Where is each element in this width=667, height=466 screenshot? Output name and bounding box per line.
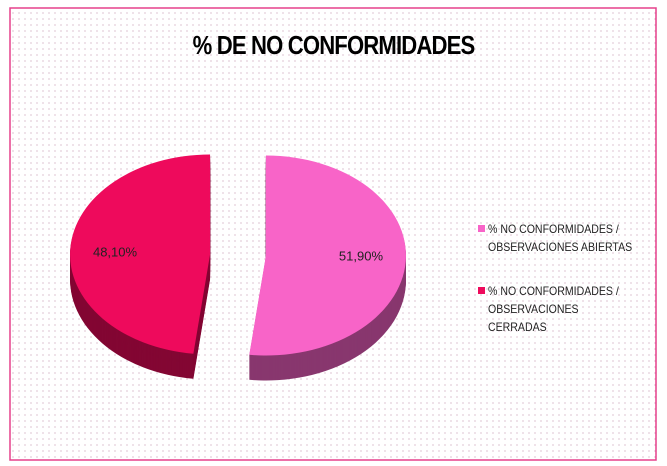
- slice: [249, 155, 406, 356]
- data-label: 48,10%: [93, 244, 138, 259]
- slice: [70, 154, 211, 354]
- chart-title: % DE NO CONFORMIDADES: [192, 30, 476, 60]
- legend-label: % NO CONFORMIDADES / OBSERVACIONES CERRA…: [488, 284, 619, 334]
- legend-label: % NO CONFORMIDADES / OBSERVACIONES ABIER…: [488, 222, 633, 254]
- legend-item: % NO CONFORMIDADES / OBSERVACIONES CERRA…: [478, 282, 658, 336]
- legend-item: % NO CONFORMIDADES / OBSERVACIONES ABIER…: [478, 220, 658, 256]
- data-label: 51,90%: [339, 248, 384, 263]
- legend-swatch: [478, 225, 485, 232]
- legend-swatch: [478, 287, 485, 294]
